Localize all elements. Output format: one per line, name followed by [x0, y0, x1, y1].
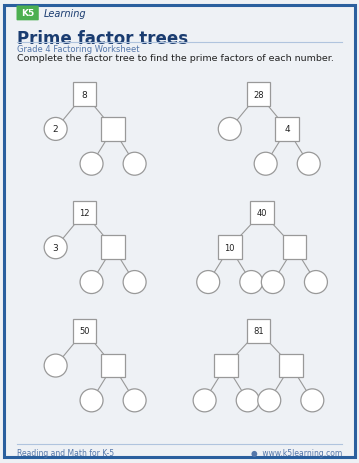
Ellipse shape [193, 389, 216, 412]
Ellipse shape [254, 153, 277, 176]
FancyBboxPatch shape [214, 354, 238, 378]
FancyBboxPatch shape [4, 6, 355, 457]
Text: 28: 28 [253, 90, 264, 100]
Text: Learning: Learning [44, 9, 87, 19]
Ellipse shape [80, 389, 103, 412]
Ellipse shape [44, 236, 67, 259]
FancyBboxPatch shape [247, 319, 270, 343]
Text: 12: 12 [79, 208, 90, 218]
Ellipse shape [80, 153, 103, 176]
Ellipse shape [304, 271, 327, 294]
Text: Complete the factor tree to find the prime factors of each number.: Complete the factor tree to find the pri… [17, 54, 334, 63]
FancyBboxPatch shape [283, 236, 306, 260]
Ellipse shape [218, 118, 241, 141]
Text: Grade 4 Factoring Worksheet: Grade 4 Factoring Worksheet [17, 45, 140, 54]
Text: 4: 4 [284, 125, 290, 134]
Text: 81: 81 [253, 326, 264, 336]
FancyBboxPatch shape [101, 354, 125, 378]
Ellipse shape [301, 389, 324, 412]
FancyBboxPatch shape [73, 319, 96, 343]
FancyBboxPatch shape [101, 236, 125, 260]
FancyBboxPatch shape [73, 201, 96, 225]
Text: 3: 3 [53, 243, 59, 252]
FancyBboxPatch shape [218, 236, 242, 260]
Text: K5: K5 [21, 9, 34, 19]
Text: Reading and Math for K-5: Reading and Math for K-5 [17, 448, 115, 457]
FancyBboxPatch shape [73, 83, 96, 107]
Ellipse shape [258, 389, 281, 412]
Ellipse shape [197, 271, 220, 294]
FancyBboxPatch shape [250, 201, 274, 225]
Ellipse shape [261, 271, 284, 294]
Ellipse shape [123, 389, 146, 412]
Ellipse shape [44, 354, 67, 377]
Text: ●  www.k5learning.com: ● www.k5learning.com [251, 448, 342, 457]
Text: 10: 10 [224, 243, 235, 252]
FancyBboxPatch shape [17, 6, 39, 21]
Text: 8: 8 [81, 90, 87, 100]
Text: 50: 50 [79, 326, 90, 336]
Text: 2: 2 [53, 125, 59, 134]
FancyBboxPatch shape [279, 354, 303, 378]
FancyBboxPatch shape [275, 118, 299, 142]
Ellipse shape [44, 118, 67, 141]
FancyBboxPatch shape [101, 118, 125, 142]
Ellipse shape [236, 389, 259, 412]
Ellipse shape [123, 271, 146, 294]
FancyBboxPatch shape [247, 83, 270, 107]
Ellipse shape [123, 153, 146, 176]
Text: Prime factor trees: Prime factor trees [17, 30, 188, 48]
Ellipse shape [297, 153, 320, 176]
Ellipse shape [240, 271, 263, 294]
Text: 40: 40 [257, 208, 267, 218]
Ellipse shape [80, 271, 103, 294]
